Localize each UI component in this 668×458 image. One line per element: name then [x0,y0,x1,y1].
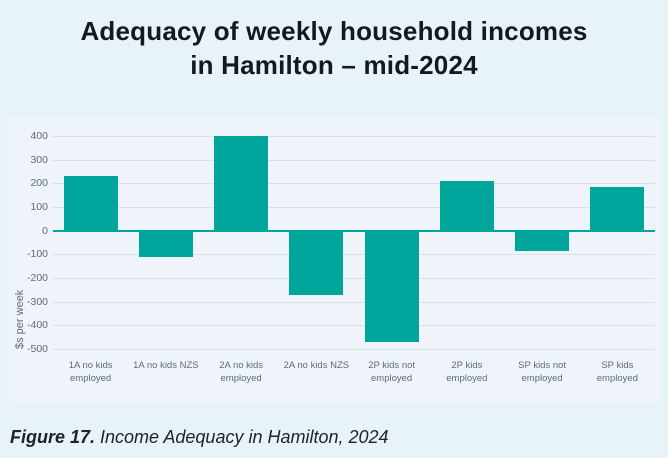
x-label-2a-no-kids-employed: 2A no kids employed [219,360,264,385]
gridline--300 [53,301,655,303]
chart-title-line2: in Hamilton – mid-2024 [190,50,478,81]
figure-caption: Figure 17. Income Adequacy in Hamilton, … [10,427,389,448]
bar-sp-kids-employed [590,186,645,231]
gridline--100 [53,254,655,256]
zero-line [53,229,655,232]
bar-2p-kids-not-employed [364,230,419,342]
chart-card: $s per week 400 300 200 100 0 -100 -200 -300 -40… [8,117,660,402]
plot-area [53,136,655,350]
gridline--500 [53,349,655,350]
y-tick-200: 200 [30,177,48,190]
page: Adequacy of weekly household incomes in H… [0,14,668,447]
bar-2a-no-kids-nzs [289,230,344,295]
gridline-400 [53,136,655,137]
x-label-1a-no-kids-employed: 1A no kids employed [68,360,113,385]
gridline-300 [53,159,655,161]
y-tick--400: -400 [26,319,48,332]
x-label-2p-kids-not-employed: 2P kids not employed [368,360,416,385]
gridline-200 [53,183,655,185]
x-label-2a-no-kids-nzs: 2A no kids NZS [283,360,350,371]
x-label-sp-kids-employed: SP kids employed [596,360,638,385]
bar-2a-no-kids-employed [214,136,269,231]
y-tick--200: -200 [26,272,48,284]
y-tick-400: 400 [30,130,48,142]
x-label-sp-kids-not-employed: SP kids not employed [518,360,567,385]
gridline--200 [53,278,655,279]
y-tick--100: -100 [26,248,48,261]
x-label-2p-kids-employed: 2P kids employed [446,360,488,385]
chart-title: Adequacy of weekly household incomes in H… [8,14,660,83]
y-tick-0: 0 [42,224,48,237]
figure-caption-text: Income Adequacy in Hamilton, 2024 [95,427,389,447]
y-tick--500: -500 [26,343,48,355]
y-tick-300: 300 [30,153,48,166]
chart-title-line1: Adequacy of weekly household incomes [80,16,588,46]
figure-caption-prefix: Figure 17. [10,427,96,447]
y-axis-ticks: 400 300 200 100 0 -100 -200 -300 -400 -500 [8,130,48,355]
y-tick-100: 100 [30,201,48,213]
bar-sp-kids-not-employed [515,230,570,251]
x-axis-labels: 1A no kids employed 1A no kids NZS 2A no k… [53,359,655,391]
gridline-100 [53,207,655,208]
y-tick--300: -300 [26,295,48,308]
bar-1a-no-kids-employed [63,176,118,231]
bar-1a-no-kids-nzs [138,230,193,257]
gridline--400 [53,325,655,327]
bar-2p-kids-employed [439,180,494,231]
x-label-1a-no-kids-nzs: 1A no kids NZS [133,360,199,371]
